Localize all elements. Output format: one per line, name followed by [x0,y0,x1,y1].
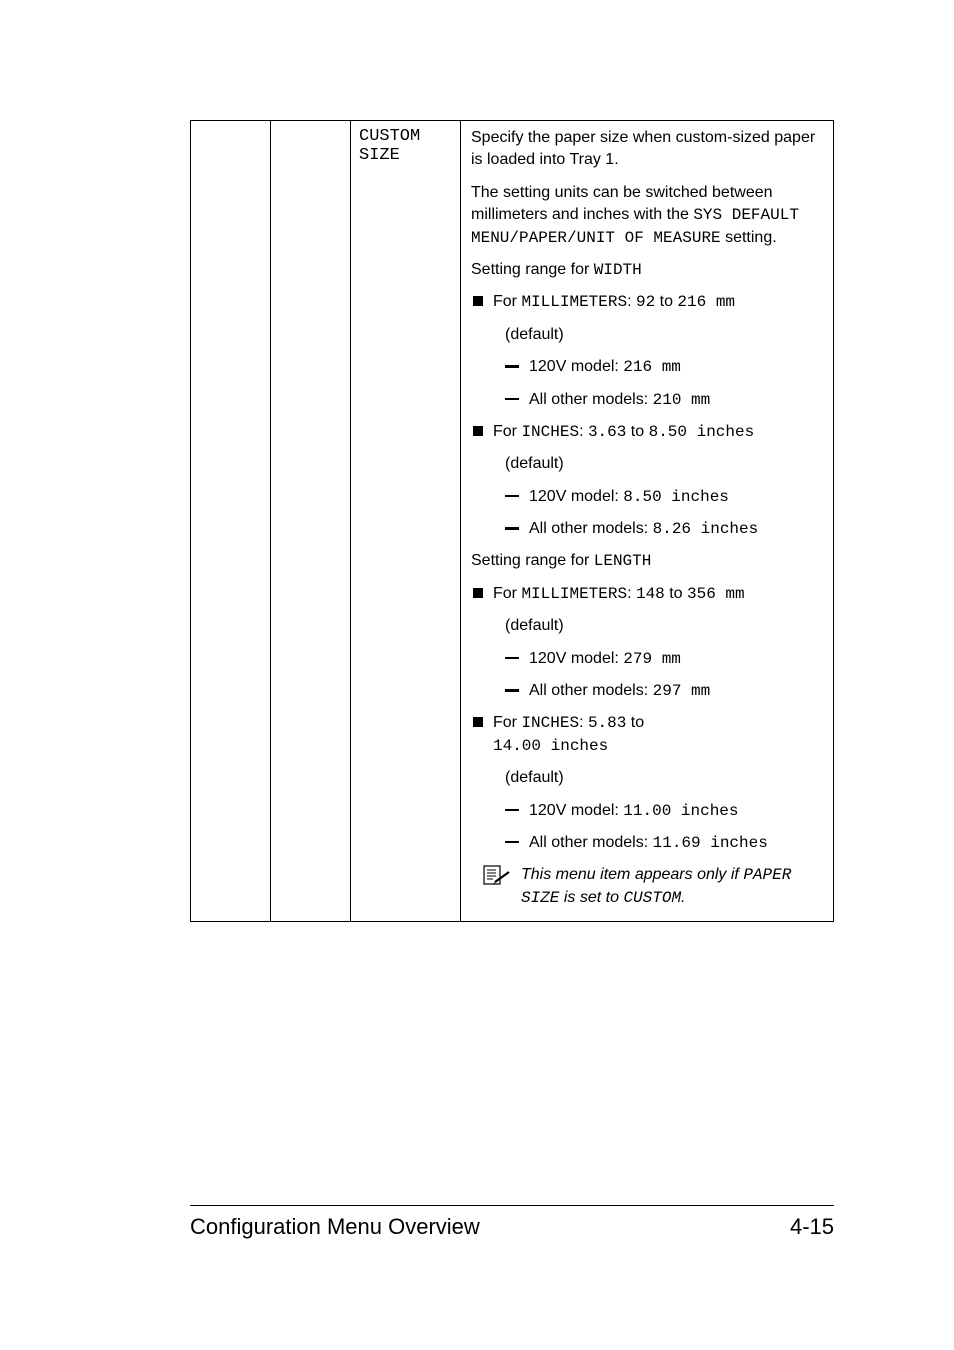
dash-icon [505,398,519,401]
default-label: (default) [471,453,823,475]
default-label: (default) [471,615,823,637]
dash-120v-in-width: 120V model: 8.50 inches [471,486,823,508]
dash-other-in-length: All other models: 11.69 inches [471,832,823,854]
dash-icon [505,495,519,498]
dash-icon [505,689,519,692]
table-col-3: CUSTOM SIZE [351,121,461,921]
dash-icon [505,527,519,530]
dash-other-mm-width: All other models: 210 mm [471,389,823,411]
note-icon [483,864,511,886]
page-footer: Configuration Menu Overview 4-15 [190,1205,834,1240]
note-row: This menu item appears only if PAPER SIZ… [471,864,823,909]
dash-icon [505,841,519,844]
bullet-mm-length: For MILLIMETERS: 148 to 356 mm [471,583,823,605]
default-label: (default) [471,767,823,789]
settings-table: CUSTOM SIZE Specify the paper size when … [190,120,834,922]
bullet-inches-length: For INCHES: 5.83 to 14.00 inches [471,712,823,757]
footer-divider [190,1205,834,1206]
note-text: This menu item appears only if PAPER SIZ… [521,864,823,909]
setting-range-width: Setting range for WIDTH [471,259,823,281]
dash-other-mm-length: All other models: 297 mm [471,680,823,702]
table-col-2 [271,121,351,921]
dash-icon [505,657,519,660]
dash-120v-mm-length: 120V model: 279 mm [471,648,823,670]
bullet-inches-width: For INCHES: 3.63 to 8.50 inches [471,421,823,443]
setting-name-line2: SIZE [359,146,400,165]
table-col-4: Specify the paper size when custom-sized… [461,121,833,921]
dash-other-in-width: All other models: 8.26 inches [471,518,823,540]
intro-paragraph-2: The setting units can be switched betwee… [471,182,823,249]
square-bullet-icon [473,588,483,598]
footer-title: Configuration Menu Overview [190,1214,480,1240]
square-bullet-icon [473,717,483,727]
table-col-1 [191,121,271,921]
default-label: (default) [471,324,823,346]
setting-name-line1: CUSTOM [359,127,420,146]
dash-icon [505,809,519,812]
square-bullet-icon [473,426,483,436]
bullet-mm-width: For MILLIMETERS: 92 to 216 mm [471,291,823,313]
dash-120v-in-length: 120V model: 11.00 inches [471,800,823,822]
square-bullet-icon [473,296,483,306]
dash-120v-mm-width: 120V model: 216 mm [471,356,823,378]
setting-range-length: Setting range for LENGTH [471,550,823,572]
dash-icon [505,365,519,368]
intro-paragraph-1: Specify the paper size when custom-sized… [471,127,823,172]
page-number: 4-15 [790,1214,834,1240]
